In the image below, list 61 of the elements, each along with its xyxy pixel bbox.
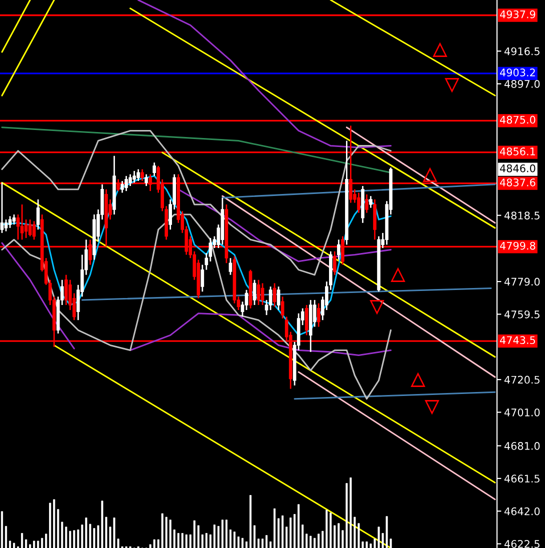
candlestick: [24, 218, 28, 239]
candlestick: [12, 214, 16, 226]
candlestick: [337, 238, 340, 260]
y-tick-label: 4701.0: [504, 408, 540, 416]
candlestick: [144, 174, 148, 187]
candlestick: [244, 289, 248, 311]
y-tick-label: 4818.5: [504, 212, 540, 220]
line-series: [129, 312, 392, 356]
candlestick: [304, 304, 308, 336]
candlestick: [28, 218, 32, 237]
line-series: [1, 130, 392, 276]
candlestick: [268, 286, 272, 311]
candlestick: [252, 279, 256, 306]
line-series: [1, 214, 392, 400]
y-tick-label: 4759.5: [504, 310, 540, 318]
candlestick: [136, 168, 140, 182]
candlestick: [256, 279, 260, 306]
candlestick: [32, 220, 36, 240]
candlestick: [132, 170, 136, 184]
candlestick: [8, 215, 12, 229]
candlestick: [0, 182, 4, 234]
candlestick: [36, 198, 40, 230]
candlestick: [124, 175, 128, 192]
candlestick: [357, 192, 360, 214]
candlestick: [365, 194, 368, 214]
ref-line-label: 4743.5: [500, 336, 536, 344]
candlestick: [280, 296, 284, 320]
y-tick-label: 4779.0: [504, 278, 540, 286]
candlestick: [272, 282, 276, 308]
ref-line-label: 4937.9: [500, 10, 536, 18]
candlestick: [260, 282, 264, 306]
annotation: 4846.0: [500, 164, 536, 172]
y-tick-label: 4681.0: [504, 442, 540, 450]
line-series: [138, 0, 392, 148]
candlestick: [369, 195, 372, 208]
ref-line-label: 4837.6: [500, 178, 536, 186]
y-tick-label: 4622.5: [504, 540, 540, 548]
line-series: [1, 242, 75, 350]
y-tick-label: 4897.0: [504, 80, 540, 88]
candlestick: [333, 250, 336, 276]
candlestick: [276, 286, 280, 311]
ref-line-label: 4903.2: [500, 68, 535, 76]
ref-line-label: 4875.0: [500, 116, 536, 124]
y-tick-label: 4661.5: [504, 474, 540, 483]
line-series: [178, 188, 392, 262]
candlestick: [208, 237, 212, 262]
ref-line-label: 4856.1: [500, 147, 535, 156]
candlestick: [20, 204, 24, 240]
candlestick: [120, 180, 124, 194]
candlestick: [152, 162, 156, 177]
y-tick-label: 4720.5: [504, 376, 540, 384]
candlestick: [16, 214, 20, 240]
candlestick: [228, 257, 232, 276]
candlestick: [4, 218, 8, 232]
candlestick: [316, 302, 320, 328]
candlestick: [128, 174, 132, 187]
ref-line-label: 4799.8: [500, 242, 536, 250]
line-series: [1, 175, 392, 336]
candlestick: [64, 274, 68, 306]
y-tick-label: 4642.0: [504, 507, 540, 516]
y-tick-label: 4916.5: [504, 47, 540, 56]
